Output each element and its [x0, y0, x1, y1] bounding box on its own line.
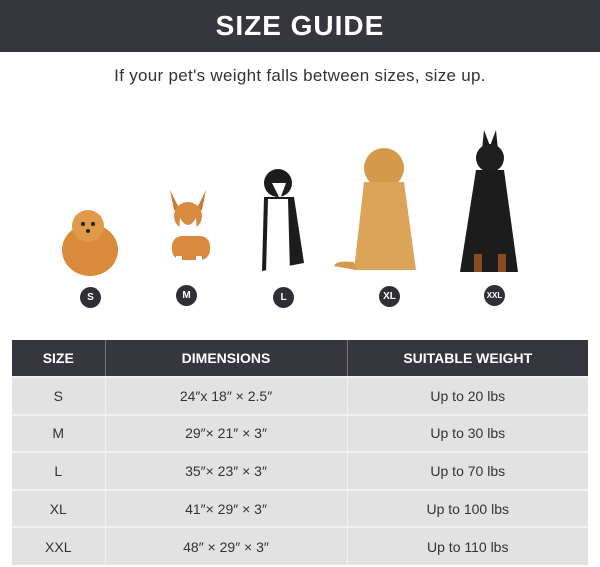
- header-size: SIZE: [12, 340, 106, 377]
- cell-weight: Up to 20 lbs: [347, 376, 588, 415]
- doberman-image: [460, 130, 518, 272]
- cell-dimensions: 29″× 21″ × 3″: [105, 413, 348, 453]
- cell-dimensions: 24″x 18″ × 2.5″: [105, 376, 348, 415]
- table-header-row: SIZE DIMENSIONS SUITABLE WEIGHT: [12, 340, 588, 377]
- cell-size: M: [12, 413, 106, 453]
- subtitle: If your pet's weight falls between sizes…: [114, 66, 486, 85]
- cell-size: XL: [12, 488, 106, 528]
- size-table: SIZE DIMENSIONS SUITABLE WEIGHT S 24″x 18…: [12, 340, 588, 565]
- size-badge-l: L: [273, 287, 294, 308]
- golden-retriever-image: [334, 148, 416, 270]
- header-dimensions: DIMENSIONS: [105, 340, 348, 377]
- cell-size: L: [12, 451, 106, 490]
- cell-dimensions: 48″ × 29″ × 3″: [105, 526, 348, 565]
- table-row: M 29″× 21″ × 3″ Up to 30 lbs: [12, 413, 588, 453]
- title-banner: SIZE GUIDE: [0, 0, 600, 52]
- size-badge-m: M: [176, 285, 197, 306]
- corgi-image: [170, 190, 210, 270]
- cell-dimensions: 41″× 29″ × 3″: [105, 488, 348, 528]
- table-row: L 35″× 23″ × 3″ Up to 70 lbs: [12, 451, 588, 490]
- header-weight: SUITABLE WEIGHT: [347, 340, 588, 377]
- cell-dimensions: 35″× 23″ × 3″: [105, 451, 348, 490]
- border-collie-image: [262, 169, 304, 273]
- table-row: XXL 48″ × 29″ × 3″ Up to 110 lbs: [12, 526, 588, 565]
- cell-size: XXL: [12, 526, 106, 565]
- size-badge-s: S: [80, 287, 101, 308]
- cell-size: S: [12, 376, 106, 415]
- cell-weight: Up to 110 lbs: [347, 526, 588, 565]
- cell-weight: Up to 30 lbs: [347, 413, 588, 453]
- pomeranian-image: [62, 210, 118, 276]
- table-row: XL 41″× 29″ × 3″ Up to 100 lbs: [12, 488, 588, 528]
- table-row: S 24″x 18″ × 2.5″ Up to 20 lbs: [12, 376, 588, 415]
- cell-weight: Up to 70 lbs: [347, 451, 588, 490]
- cell-weight: Up to 100 lbs: [347, 488, 588, 528]
- size-badge-xl: XL: [379, 286, 400, 307]
- size-badge-xxl: XXL: [484, 285, 505, 306]
